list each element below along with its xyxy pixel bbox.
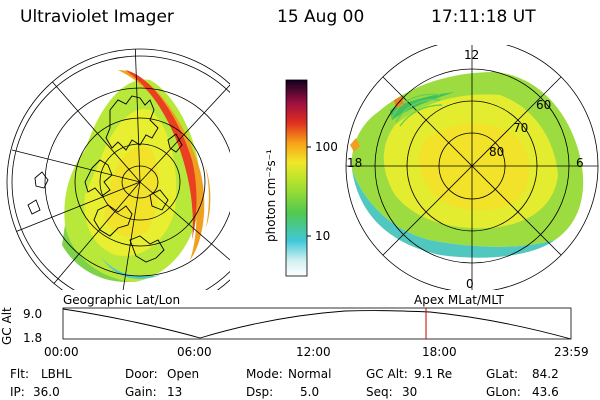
flt-label: Flt: — [10, 367, 29, 381]
mlt-label-0: 0 — [466, 277, 474, 291]
dsp-label: Dsp: — [246, 385, 274, 399]
ip-value: 36.0 — [33, 385, 60, 399]
dsp-value: 5.0 — [300, 385, 320, 399]
colorbar-unit-label: photon cm⁻²s⁻¹ — [264, 149, 278, 242]
gain-value: 13 — [167, 385, 183, 399]
door-label: Door: — [125, 367, 158, 381]
right-map-label: Apex MLat/MLT — [414, 293, 504, 307]
instrument-title: Ultraviolet Imager — [20, 7, 174, 27]
glon-value: 43.6 — [532, 385, 559, 399]
altitude-ylabel: GC Alt — [0, 307, 14, 345]
colorbar — [285, 79, 311, 277]
mlat-label-60: 60 — [536, 98, 552, 112]
left-emission — [62, 70, 211, 283]
ip-label: IP: — [10, 385, 25, 399]
left-grid — [11, 49, 230, 290]
altitude-ytick-max: 9.0 — [23, 307, 43, 321]
gcalt-value: 9.1 Re — [414, 367, 453, 381]
seq-value: 30 — [402, 385, 418, 399]
altitude-curve — [62, 308, 572, 340]
colorbar-tick-100: 100 — [315, 140, 338, 154]
altitude-xtick-1: 06:00 — [177, 345, 212, 359]
mode-value: Normal — [288, 367, 332, 381]
altitude-ytick-min: 1.8 — [23, 331, 43, 345]
mode-label: Mode: — [246, 367, 283, 381]
right-arc-features — [391, 93, 443, 127]
altitude-xtick-0: 00:00 — [44, 345, 79, 359]
glon-label: GLon: — [486, 385, 521, 399]
gcalt-label: GC Alt: — [366, 367, 408, 381]
seq-label: Seq: — [366, 385, 393, 399]
flt-value: LBHL — [41, 367, 72, 381]
colorbar-tick-10: 10 — [315, 229, 331, 243]
mlt-label-18: 18 — [347, 156, 363, 170]
altitude-xtick-2: 12:00 — [296, 345, 331, 359]
time-label: 17:11:18 UT — [431, 7, 536, 27]
mlt-label-6: 6 — [576, 156, 584, 170]
left-map-label: Geographic Lat/Lon — [63, 293, 181, 307]
door-value: Open — [167, 367, 200, 381]
mlt-label-12: 12 — [464, 48, 480, 62]
magnetic-polar-plot — [345, 45, 599, 290]
geographic-map — [6, 48, 230, 290]
date-label: 15 Aug 00 — [277, 7, 365, 27]
right-grid — [346, 45, 598, 290]
left-coastlines — [27, 95, 183, 263]
mlat-label-70: 70 — [513, 121, 529, 135]
glat-value: 84.2 — [532, 367, 559, 381]
altitude-xtick-4: 23:59 — [554, 345, 589, 359]
glat-label: GLat: — [486, 367, 519, 381]
altitude-plot — [62, 307, 572, 340]
mlat-label-80: 80 — [489, 145, 505, 159]
gain-label: Gain: — [125, 385, 157, 399]
altitude-xtick-3: 18:00 — [422, 345, 457, 359]
